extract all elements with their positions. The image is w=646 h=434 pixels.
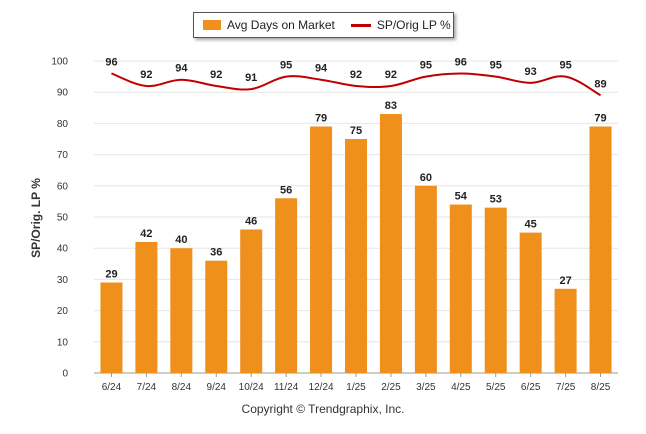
x-tick-label-10/24: 10/24 [239, 382, 264, 393]
y-tick-label-30: 30 [57, 275, 69, 286]
line-value-label: 96 [105, 56, 117, 68]
x-tick-label-9/24: 9/24 [207, 382, 227, 393]
y-tick-label-40: 40 [57, 244, 69, 255]
line-swatch-icon [350, 23, 371, 27]
line-value-label: 95 [280, 60, 292, 72]
bar-2/25 [379, 114, 402, 373]
bar-4/25 [449, 204, 472, 373]
y-tick-label-60: 60 [57, 181, 69, 192]
bar-8/25 [589, 126, 612, 374]
bar-value-label: 40 [175, 234, 187, 246]
y-axis-title: SP/Orig. LP % [29, 178, 43, 258]
x-tick-label-6/25: 6/25 [521, 382, 541, 393]
line-series: 96 92 94 92 91 95 94 92 92 95 96 95 93 95 89 [105, 56, 607, 97]
bar-8/24 [170, 248, 193, 373]
bar-value-label: 56 [280, 184, 292, 196]
y-tick-label-70: 70 [57, 150, 69, 161]
copyright-text: Copyright © Trendgraphix, Inc. [241, 402, 405, 416]
line-value-label: 95 [559, 60, 571, 72]
bar-value-label: 53 [490, 194, 502, 206]
line-value-label: 95 [420, 60, 432, 72]
bar-value-label: 36 [210, 247, 222, 259]
legend-item-days-on-market[interactable]: Avg Days on Market [194, 18, 335, 32]
line-value-label: 92 [210, 69, 222, 81]
line-value-label: 92 [350, 69, 362, 81]
bar-value-label: 46 [245, 215, 257, 227]
bar-value-label: 79 [315, 113, 327, 125]
y-tick-label-90: 90 [57, 88, 69, 99]
bar-11/24 [275, 198, 298, 373]
bar-swatch-icon [203, 20, 221, 30]
legend[interactable]: Avg Days on Market SP/Orig LP % [193, 12, 454, 38]
y-tick-label-10: 10 [57, 337, 69, 348]
bar-10/24 [240, 229, 263, 373]
legend-item-sp-orig-lp[interactable]: SP/Orig LP % [335, 18, 451, 32]
bar-value-label: 42 [140, 228, 152, 240]
bar-1/25 [345, 139, 367, 373]
bar-value-label: 29 [105, 269, 117, 281]
x-tick-label-3/25: 3/25 [416, 382, 436, 393]
x-tick-label-7/24: 7/24 [137, 382, 157, 393]
bar-value-label: 54 [455, 191, 468, 203]
x-tick-label-2/25: 2/25 [381, 382, 401, 393]
bar-value-label: 79 [594, 113, 606, 125]
bar-3/25 [414, 185, 437, 373]
bar-series: 29 42 40 36 46 56 79 75 83 60 54 53 45 27 79 [100, 100, 612, 374]
bar-9/24 [205, 260, 228, 373]
legend-label-days-on-market: Avg Days on Market [227, 18, 335, 32]
line-value-label: 95 [490, 60, 502, 72]
bar-value-label: 27 [559, 275, 571, 287]
x-tick-label-11/24: 11/24 [274, 382, 299, 393]
line-value-label: 92 [140, 69, 152, 81]
bar-6/25 [519, 232, 542, 373]
bar-6/24 [100, 282, 123, 373]
sp-orig-lp-line [111, 72, 602, 97]
line-value-label: 91 [245, 72, 257, 84]
bar-7/25 [554, 288, 577, 373]
line-value-label: 92 [385, 69, 397, 81]
bar-7/24 [135, 241, 158, 373]
x-tick-label-5/25: 5/25 [486, 382, 506, 393]
x-tick-label-1/25: 1/25 [346, 382, 366, 393]
legend-label-sp-orig-lp: SP/Orig LP % [376, 18, 451, 32]
bar-value-label: 45 [525, 219, 537, 231]
line-value-label: 89 [594, 78, 606, 90]
line-value-label: 94 [315, 63, 328, 75]
bar-12/24 [310, 126, 333, 374]
x-tick-label-6/24: 6/24 [102, 382, 122, 393]
bar-value-label: 75 [350, 125, 362, 137]
y-tick-label-100: 100 [51, 57, 68, 68]
x-tick-label-7/25: 7/25 [556, 382, 576, 393]
x-tick-label-4/25: 4/25 [451, 382, 471, 393]
y-tick-label-20: 20 [57, 306, 69, 317]
y-tick-label-50: 50 [57, 213, 69, 224]
y-tick-label-80: 80 [57, 119, 69, 130]
bar-5/25 [484, 207, 507, 373]
bar-value-label: 83 [385, 100, 397, 112]
x-tick-label-8/24: 8/24 [172, 382, 192, 393]
y-axis-ticks: 0 10 20 30 40 50 60 70 80 90 100 [51, 57, 68, 380]
x-tick-label-8/25: 8/25 [591, 382, 611, 393]
line-value-label: 96 [455, 56, 467, 68]
line-value-label: 94 [175, 63, 188, 75]
x-axis-ticks: 6/24 7/24 8/24 9/24 10/24 11/24 12/24 1/25 2/25 3… [102, 373, 611, 393]
x-tick-label-12/24: 12/24 [309, 382, 334, 393]
y-tick-label-0: 0 [62, 369, 68, 380]
bar-value-label: 60 [420, 172, 432, 184]
line-value-label: 93 [525, 66, 537, 78]
